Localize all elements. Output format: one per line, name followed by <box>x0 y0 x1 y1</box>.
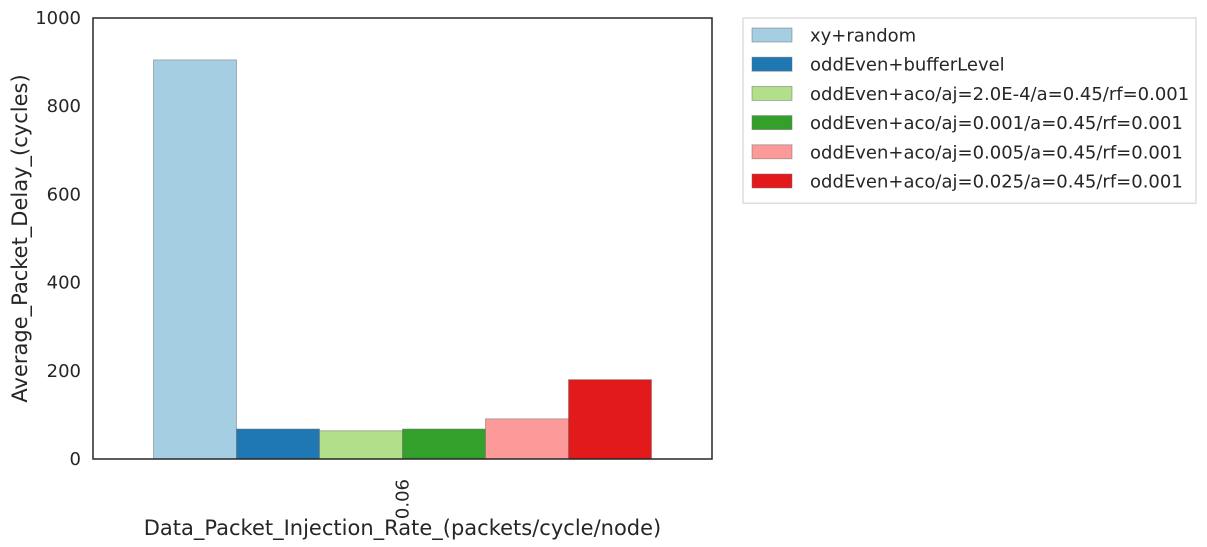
legend-label: oddEven+bufferLevel <box>810 55 1005 76</box>
legend-swatch <box>751 56 793 72</box>
y-axis-label: Average_Packet_Delay_(cycles) <box>8 74 33 402</box>
bar-3 <box>319 430 403 460</box>
legend-box <box>742 17 1197 204</box>
y-tick-label: 200 <box>47 361 81 382</box>
x-axis-ticks: 0.06 <box>393 479 414 519</box>
legend-label: oddEven+aco/aj=2.0E-4/a=0.45/rf=0.001 <box>810 84 1189 105</box>
legend-label: oddEven+aco/aj=0.005/a=0.45/rf=0.001 <box>810 142 1183 163</box>
plot-area <box>153 59 652 460</box>
bar-5 <box>485 418 569 460</box>
legend-swatch <box>751 173 793 189</box>
bar-4 <box>402 428 486 460</box>
legend-swatch <box>751 86 793 101</box>
legend-label: oddEven+aco/aj=0.025/a=0.45/rf=0.001 <box>810 172 1183 193</box>
y-tick-label: 600 <box>47 184 81 205</box>
legend-label: oddEven+aco/aj=0.001/a=0.45/rf=0.001 <box>810 113 1183 134</box>
bar-2 <box>236 428 320 460</box>
legend-swatch <box>751 27 793 43</box>
x-axis-label: Data_Packet_Injection_Rate_(packets/cycl… <box>144 516 662 541</box>
plot-frame <box>92 17 713 460</box>
x-tick-label: 0.06 <box>393 479 414 519</box>
legend-label: xy+random <box>810 26 916 47</box>
bar-6 <box>568 379 652 460</box>
y-tick-label: 800 <box>47 96 81 117</box>
y-tick-label: 1000 <box>35 8 81 29</box>
legend-swatch <box>751 144 793 160</box>
y-tick-label: 0 <box>70 449 81 470</box>
legend: xy+random oddEven+bufferLevel oddEven+aco/… <box>742 17 1197 204</box>
legend-swatch <box>751 115 793 130</box>
bar-1 <box>153 59 237 460</box>
y-axis-ticks: 0 200 400 600 800 1000 <box>35 8 81 470</box>
y-tick-label: 400 <box>47 273 81 294</box>
